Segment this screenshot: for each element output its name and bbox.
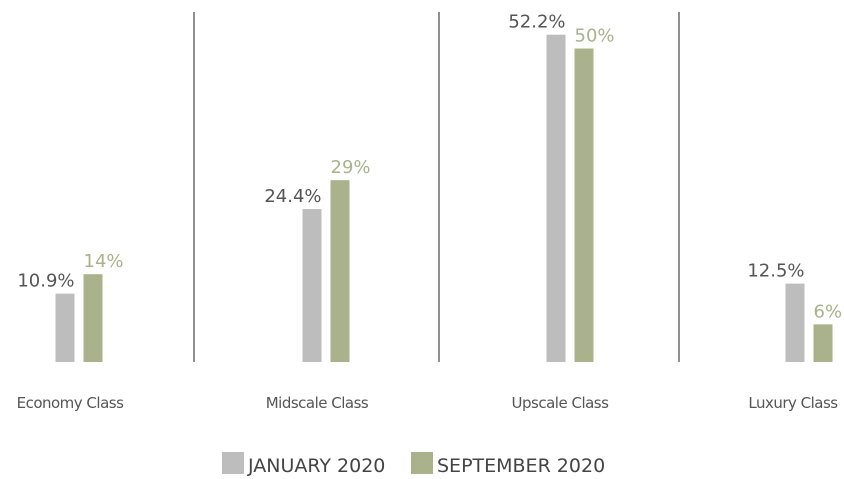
value-label: 24.4%	[264, 186, 321, 207]
legend-label: SEPTEMBER 2020	[437, 455, 605, 477]
value-label: 29%	[331, 157, 371, 178]
bar	[302, 209, 322, 362]
category-label: Upscale Class	[512, 394, 610, 412]
category-label: Luxury Class	[748, 394, 838, 412]
category-label: Midscale Class	[266, 394, 369, 412]
value-label: 14%	[84, 251, 124, 272]
bar	[546, 34, 566, 363]
bar	[55, 293, 75, 362]
value-label: 12.5%	[747, 261, 804, 282]
bar	[330, 180, 350, 362]
bar	[813, 324, 833, 362]
value-label: 6%	[814, 301, 843, 322]
bar	[574, 48, 594, 362]
bar	[83, 274, 103, 362]
bar	[785, 283, 805, 362]
value-label: 10.9%	[17, 271, 74, 292]
value-label: 50%	[575, 26, 615, 47]
legend-swatch	[411, 452, 433, 474]
legend-label: JANUARY 2020	[247, 455, 385, 477]
category-label: Economy Class	[17, 394, 124, 412]
value-label: 52.2%	[508, 12, 565, 33]
legend-swatch	[222, 452, 244, 474]
